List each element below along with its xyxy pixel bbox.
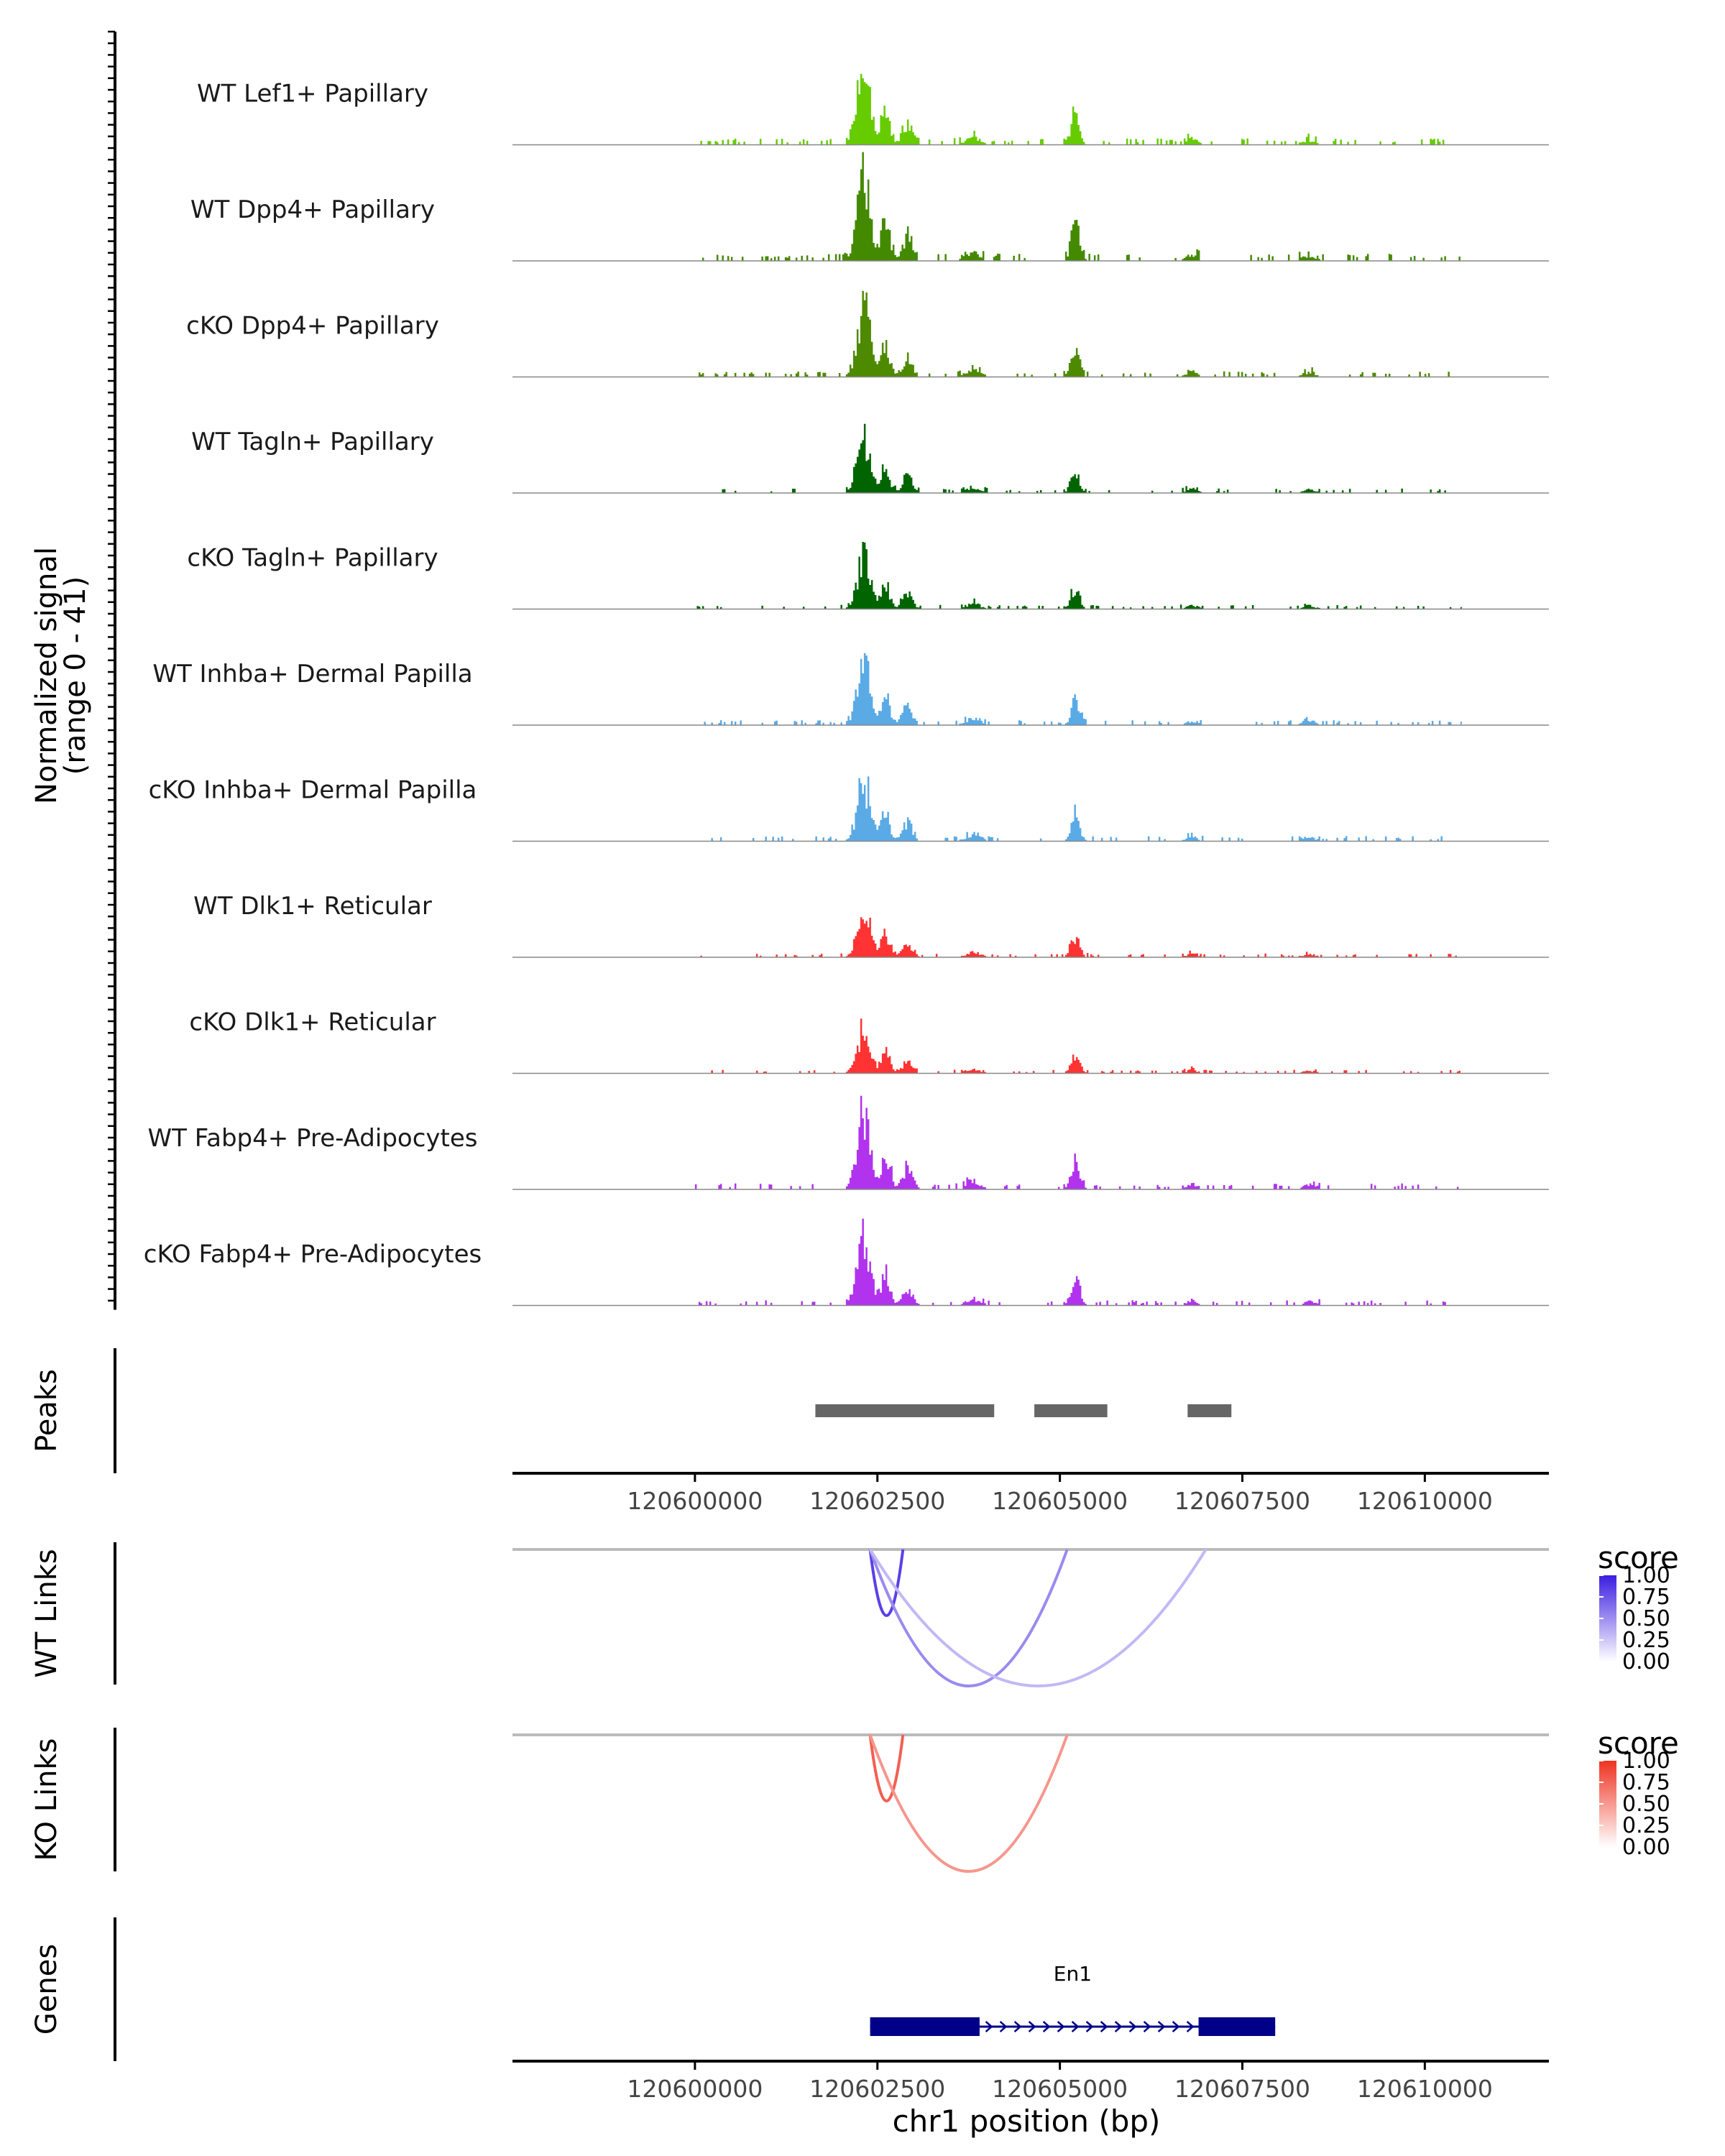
x-tick-label: 120607500 [1174, 1487, 1310, 1515]
gene-name: En1 [1054, 1962, 1092, 1986]
strand-arrow [1057, 2021, 1065, 2032]
legend-tick-label: 0.00 [1622, 1649, 1670, 1674]
coverage-tracks: WT Lef1+ Papillary WT Dpp4+ Papillary cKO … [144, 73, 1549, 1307]
coverage-track: WT Dpp4+ Papillary [190, 152, 1549, 262]
track-label: WT Inhba+ Dermal Papilla [152, 660, 472, 688]
legend-tick-label: 0.00 [1622, 1835, 1670, 1860]
legend-title: score [1598, 1726, 1679, 1761]
legend-tick-label: 0.50 [1622, 1606, 1670, 1631]
link-arc [868, 1734, 1069, 1873]
legend-tick-label: 0.25 [1622, 1813, 1670, 1838]
peak-bar [1034, 1404, 1108, 1417]
genes-track: Genes En1 [30, 1917, 1276, 2061]
x-axis-bottom: 120600000 120602500 120605000 120607500 1206… [512, 2060, 1549, 2103]
links-label: WT Links [30, 1549, 63, 1677]
gene-model: En1 [870, 1962, 1276, 2036]
track-label: cKO Inhba+ Dermal Papilla [149, 776, 477, 805]
coverage-area [694, 423, 1463, 493]
strand-arrow [1071, 2021, 1080, 2032]
strand-arrow [1028, 2021, 1036, 2032]
x-tick-label: 120600000 [627, 2075, 763, 2103]
coverage-track: cKO Tagln+ Papillary [187, 542, 1549, 610]
coverage-area [694, 917, 1463, 957]
coverage-area [694, 776, 1463, 842]
coverage-area [694, 73, 1463, 145]
legend-tick-label: 0.50 [1622, 1792, 1670, 1817]
x-tick-label: 120600000 [627, 1487, 763, 1515]
coverage-track: WT Lef1+ Papillary [197, 73, 1549, 146]
coverage-y-axis [108, 30, 116, 1310]
peak-bar [1187, 1404, 1232, 1417]
track-label: WT Lef1+ Papillary [197, 80, 428, 109]
x-tick-label: 120605000 [992, 1487, 1128, 1515]
strand-arrow [1128, 2021, 1137, 2032]
coverage-track: cKO Inhba+ Dermal Papilla [149, 776, 1549, 842]
strand-arrow [1042, 2021, 1051, 2032]
link-arc [868, 1548, 1208, 1687]
x-tick-label: 120607500 [1174, 2075, 1310, 2103]
coverage-track: cKO Fabp4+ Pre-Adipocytes [144, 1218, 1549, 1307]
coverage-area [694, 653, 1463, 725]
track-label: cKO Dpp4+ Papillary [186, 312, 439, 341]
coverage-area [694, 542, 1463, 609]
x-tick-label: 120610000 [1357, 1487, 1493, 1515]
strand-arrow [1100, 2021, 1108, 2032]
legend-tick-label: 0.75 [1622, 1770, 1670, 1795]
coverage-track: WT Fabp4+ Pre-Adipocytes [148, 1095, 1549, 1190]
legend-tick-label: 1.00 [1622, 1749, 1670, 1774]
strand-arrow [985, 2021, 993, 2032]
strand-arrow [1013, 2021, 1022, 2032]
legend-title: score [1598, 1540, 1679, 1575]
genes-label: Genes [30, 1944, 63, 2035]
link-arc [868, 1549, 905, 1617]
coverage-track: cKO Dlk1+ Reticular [189, 1008, 1549, 1074]
gene-exon [1198, 2017, 1276, 2036]
coverage-y-axis-range-label: (range 0 - 41) [59, 576, 92, 775]
track-label: WT Tagln+ Papillary [191, 428, 434, 456]
strand-arrow [1157, 2021, 1166, 2032]
track-label: cKO Fabp4+ Pre-Adipocytes [144, 1240, 482, 1269]
gene-exon [870, 2017, 980, 2036]
x-tick-label: 120605000 [992, 2075, 1128, 2103]
x-tick-label: 120602500 [809, 1487, 945, 1515]
strand-arrow [999, 2021, 1008, 2032]
coverage-area [694, 290, 1463, 377]
strand-arrow [1114, 2021, 1123, 2032]
coverage-area [694, 1218, 1463, 1306]
link-arc [868, 1549, 1069, 1687]
coverage-track: WT Inhba+ Dermal Papilla [152, 653, 1549, 726]
legend-tick-label: 0.25 [1622, 1628, 1670, 1653]
track-label: WT Fabp4+ Pre-Adipocytes [148, 1124, 478, 1153]
coverage-track: WT Dlk1+ Reticular [193, 892, 1549, 958]
strand-arrow [1143, 2021, 1151, 2032]
x-axis-top: 120600000 120602500 120605000 120607500 1206… [512, 1472, 1549, 1515]
peaks-track: Peaks [30, 1348, 1232, 1473]
link-arc [868, 1734, 905, 1802]
coverage-area [694, 1095, 1463, 1189]
coverage-track: WT Tagln+ Papillary [191, 423, 1549, 494]
track-label: cKO Dlk1+ Reticular [189, 1008, 436, 1037]
coverage-area [694, 152, 1463, 261]
strand-arrow [1172, 2021, 1180, 2032]
peak-bar [815, 1404, 995, 1417]
track-label: WT Dlk1+ Reticular [193, 892, 432, 921]
x-axis-label: chr1 position (bp) [893, 2104, 1161, 2139]
peaks-label: Peaks [30, 1369, 63, 1452]
coverage-y-axis-label: Normalized signal [30, 547, 63, 804]
coverage-area [694, 1018, 1463, 1074]
strand-arrow [1085, 2021, 1094, 2032]
legend-tick-label: 1.00 [1622, 1563, 1670, 1588]
links-label: KO Links [30, 1738, 63, 1861]
legend-tick-label: 0.75 [1622, 1585, 1670, 1610]
coverage-track: cKO Dpp4+ Papillary [186, 290, 1549, 378]
track-label: cKO Tagln+ Papillary [187, 544, 438, 573]
x-tick-label: 120610000 [1357, 2075, 1493, 2103]
x-tick-label: 120602500 [809, 2075, 945, 2103]
strand-arrow [1186, 2021, 1195, 2032]
track-label: WT Dpp4+ Papillary [190, 195, 435, 224]
